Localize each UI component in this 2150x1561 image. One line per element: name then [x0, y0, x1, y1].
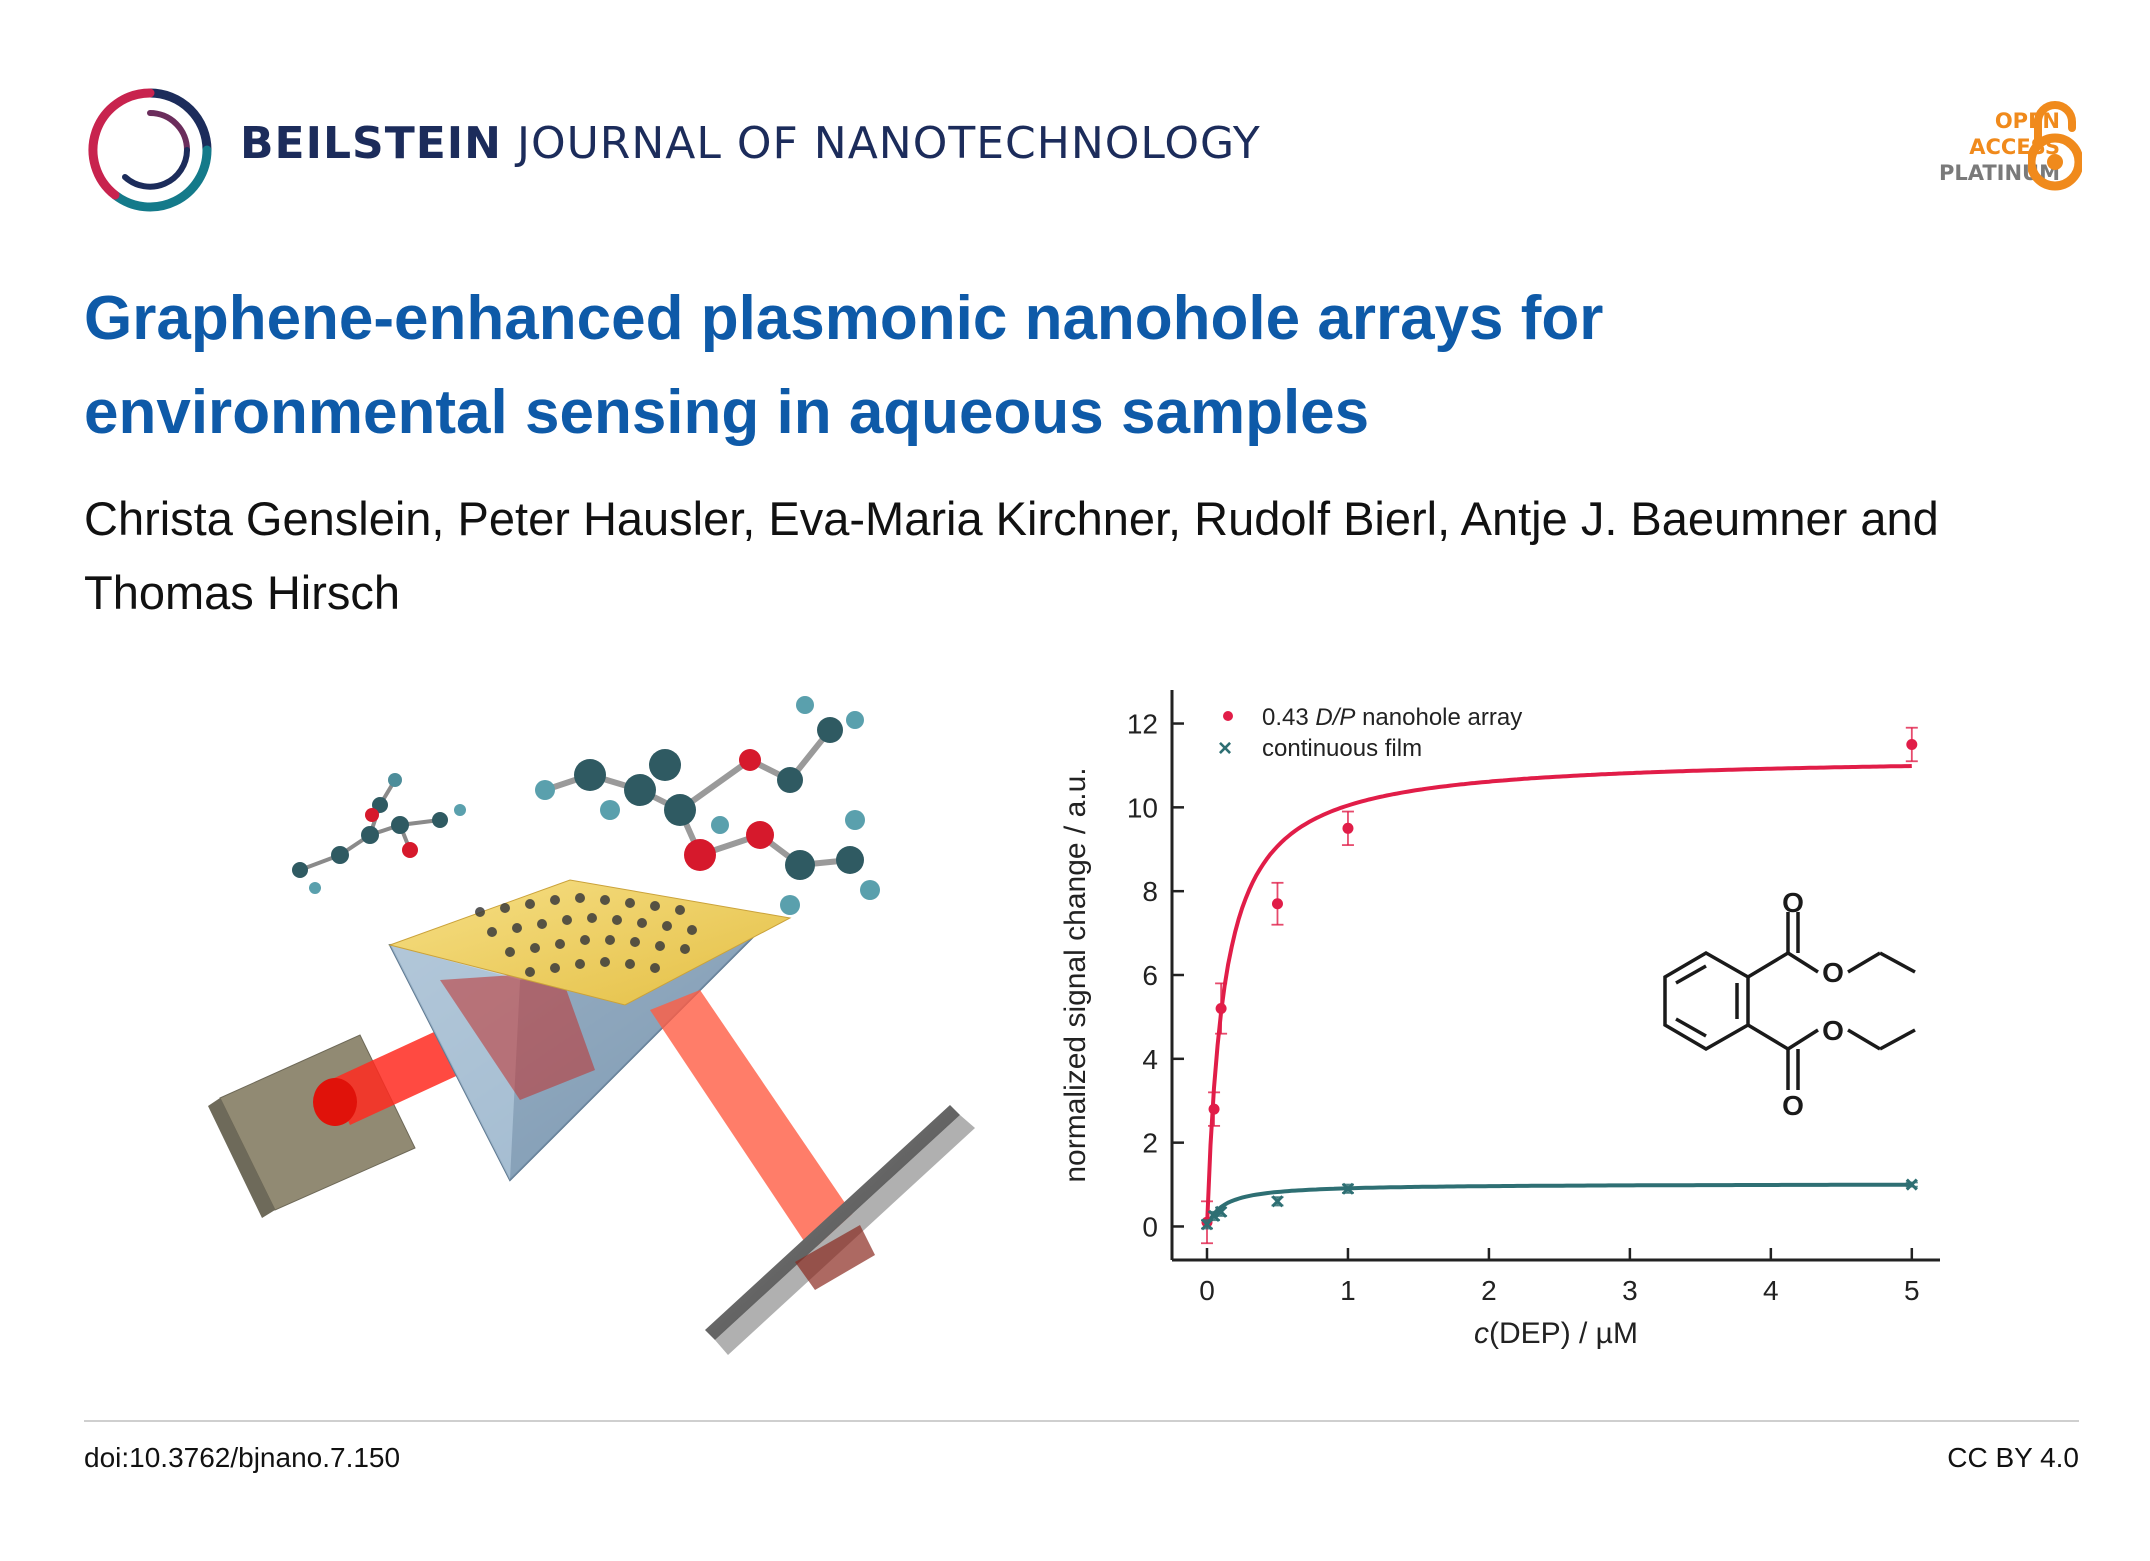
license: CC BY 4.0: [1947, 1442, 2079, 1473]
legend-marker-nanohole: [1223, 711, 1233, 721]
legend-marker-film: ×: [1218, 735, 1232, 762]
y-tick-label: 2: [1142, 1128, 1158, 1159]
x-tick-label: 1: [1340, 1275, 1356, 1306]
data-point-film: [1215, 1205, 1228, 1218]
y-tick-label: 0: [1142, 1211, 1158, 1242]
journal-name-bold: BEILSTEIN: [240, 118, 502, 169]
article-title: Graphene-enhanced plasmonic nanohole arr…: [84, 284, 1604, 447]
fit-curve-1: [1205, 1182, 1912, 1228]
y-tick-label: 4: [1142, 1044, 1158, 1075]
oa-line1: OPEN: [1994, 109, 2060, 133]
chart-x-axis-label: c(DEP) / µM: [1474, 1317, 1638, 1350]
x-tick-label: 3: [1622, 1275, 1638, 1306]
footer-divider: [84, 1420, 2079, 1422]
data-point-film: [1341, 1182, 1355, 1195]
dep-oxygen-ester-top: O: [1822, 957, 1844, 988]
setup-illustration: [208, 696, 975, 1355]
legend-label-nanohole: 0.43 D/P nanohole array: [1262, 704, 1522, 731]
data-point-film: [1207, 1209, 1221, 1223]
y-tick-label: 12: [1127, 709, 1158, 740]
gold-nanohole-surface: [388, 879, 792, 1006]
legend-label-film: continuous film: [1262, 735, 1422, 762]
data-point-nanohole: [1271, 898, 1283, 910]
dep-structure-inset: [1663, 912, 1916, 1090]
article-authors: Christa Genslein, Peter Hausler, Eva-Mar…: [84, 492, 1939, 619]
dep-molecule-small: [299, 778, 441, 872]
dep-oxygen-bottom: O: [1782, 1090, 1804, 1121]
y-tick-label: 6: [1142, 960, 1158, 991]
x-tick-label: 2: [1481, 1275, 1497, 1306]
data-point-film: [1271, 1195, 1284, 1208]
open-lock-icon: [2028, 101, 2082, 191]
data-point-nanohole: [1208, 1103, 1220, 1115]
y-tick-label: 8: [1142, 876, 1158, 907]
x-tick-label: 0: [1199, 1275, 1215, 1306]
y-tick-label: 10: [1127, 792, 1158, 823]
data-point-film: [1905, 1178, 1918, 1191]
dep-molecule-small-atoms: [292, 773, 466, 894]
x-tick-label: 5: [1904, 1275, 1920, 1306]
reflected-beam: [650, 990, 860, 1250]
journal-name: BEILSTEIN JOURNAL OF NANOTECHNOLOGY: [240, 118, 1261, 169]
journal-name-rest: JOURNAL OF NANOTECHNOLOGY: [516, 118, 1261, 169]
beilstein-logo: [88, 88, 212, 212]
doi: doi:10.3762/bjnano.7.150: [84, 1442, 401, 1473]
dep-oxygen-ester-bottom: O: [1822, 1015, 1844, 1046]
chart-y-axis-label: normalized signal change / a.u.: [1059, 767, 1092, 1182]
data-point-nanohole: [1342, 822, 1354, 834]
x-tick-label: 4: [1763, 1275, 1779, 1306]
fit-curve-0: [1205, 764, 1912, 1227]
dep-molecule-large-atoms: [535, 696, 880, 915]
data-point-nanohole: [1215, 1003, 1227, 1015]
dep-oxygen-top: O: [1782, 887, 1804, 918]
chart-legend: 0.43 D/P nanohole array × continuous fil…: [1218, 704, 1522, 762]
data-point-nanohole: [1906, 738, 1918, 750]
